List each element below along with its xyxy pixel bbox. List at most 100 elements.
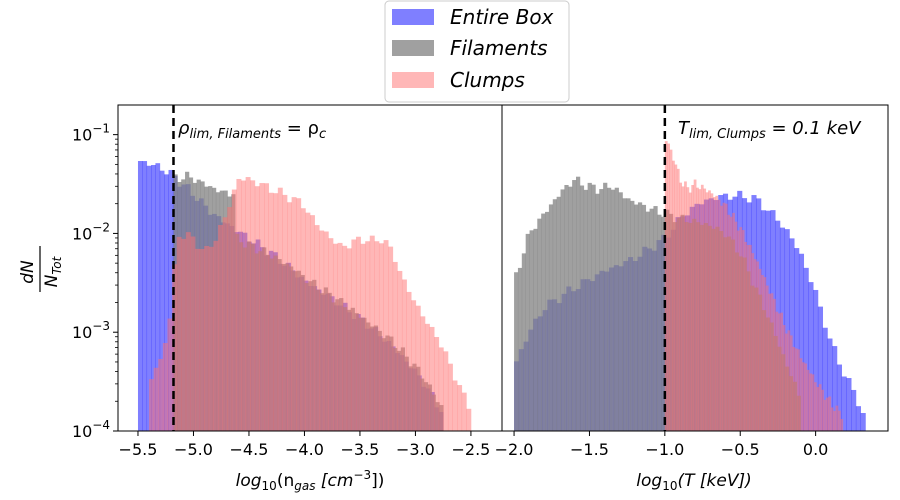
histogram-bar [208,246,214,431]
histogram-bar [717,199,721,431]
histogram-bar [514,272,519,431]
histogram-bar [447,363,453,431]
histogram-bar [168,169,174,431]
x-tick-label: 0.0 [803,440,828,459]
histogram-bar [691,185,695,431]
histogram-bar [822,327,828,431]
histogram-bar [277,187,283,431]
histogram-bar [686,187,690,431]
histogram-bar [383,240,389,431]
histogram-bar [218,225,223,431]
x-tick-label: −5.0 [174,440,213,459]
histogram-bar [715,195,719,431]
histogram-bar [388,246,394,431]
x-tick-label: −1.5 [570,440,609,459]
histogram-bar [641,204,647,431]
histogram-bar [751,253,755,431]
histogram-bar [761,275,764,431]
histogram-bar [696,187,699,431]
histogram-bar [576,176,581,431]
legend-swatch-entire-box [392,9,434,25]
histogram-bar [775,311,779,431]
histogram-bar [332,243,338,431]
histogram-bar [259,183,265,431]
histogram-bar [768,293,771,431]
histogram-bar [443,351,449,431]
histogram-bar [264,183,269,431]
histogram-bar [606,187,612,431]
histogram-bar [809,373,812,431]
left-y-ticks: 10−4 10−3 10−2 10−1 [72,122,118,441]
histogram-bar [806,369,810,431]
histogram-bar [688,192,692,431]
histogram-bar [204,245,210,431]
histogram-bar [661,216,666,431]
histogram-bar [137,161,143,431]
histogram-bar [452,380,458,431]
histogram-bar [199,249,205,431]
histogram-bar [667,143,670,431]
histogram-bar [268,192,274,431]
y-axis-label: dN NTot [18,246,64,292]
right-panel: −2.0 −1.5 −1.0 −0.5 0.0 Tlim, Clumps = 0.1 k… [495,104,889,493]
histogram-bar [406,291,412,431]
histogram-bar [846,378,852,431]
right-x-axis-label: log10(T [keV]) [636,471,751,493]
histogram-bar [587,182,592,431]
histogram-bar [703,188,707,431]
histogram-bar [811,374,815,431]
histogram-bar [830,407,834,431]
left-x-axis-label: log10(ngas [cm−3]) [236,468,385,493]
histogram-bar [634,204,639,431]
histogram-bar [765,285,769,431]
y-label-numerator: dN [18,260,38,284]
histogram-bar [813,382,817,431]
x-tick-label: −2.5 [451,440,490,459]
histogram-bar [149,379,155,431]
histogram-bar [378,243,384,431]
y-tick-label: 10−4 [72,418,110,441]
histogram-bar [712,197,716,431]
histogram-bar [342,245,348,431]
histogram-bar [664,141,668,431]
histogram-bar [833,411,836,431]
left-histogram-bars [137,161,472,431]
histogram-bar [741,230,745,431]
histogram-bar [803,267,809,431]
y-tick-label: 10−3 [72,319,110,342]
histogram-bar [556,196,561,431]
histogram-bar [397,270,403,431]
histogram-bar [789,335,793,431]
histogram-bar [222,217,228,431]
histogram-bar [841,376,847,431]
histogram-bar [231,189,237,431]
right-threshold-annotation: Tlim, Clumps = 0.1 keV [678,118,862,142]
histogram-bar [195,248,200,431]
histogram-bar [630,200,635,431]
histogram-bar [360,243,366,431]
histogram-bar [700,184,704,431]
histogram-bar [744,241,747,431]
histogram-bar [708,190,711,431]
histogram-bar [176,236,182,431]
histogram-bar [328,238,334,431]
histogram-bar [287,202,292,431]
histogram-bar [319,230,325,431]
histogram-bar [310,215,315,431]
histogram-bar [825,397,829,431]
histogram-bar [548,204,554,431]
histogram-bar [153,367,159,431]
legend-label-clumps: Clumps [450,68,525,92]
histogram-bar [637,202,643,431]
histogram-bar [799,358,803,431]
left-panel: −5.5 −5.0 −4.5 −4.0 −3.5 −3.0 −2.5 10−410−310−… [18,104,503,493]
histogram-bar [172,264,178,431]
histogram-bar [794,348,798,431]
legend-label-entire-box: Entire Box [450,5,554,29]
histogram-bar [645,211,650,431]
histogram-bar [816,387,820,431]
right-axes-frame [501,104,889,432]
histogram-bar [860,413,866,431]
histogram-bar [681,186,685,431]
